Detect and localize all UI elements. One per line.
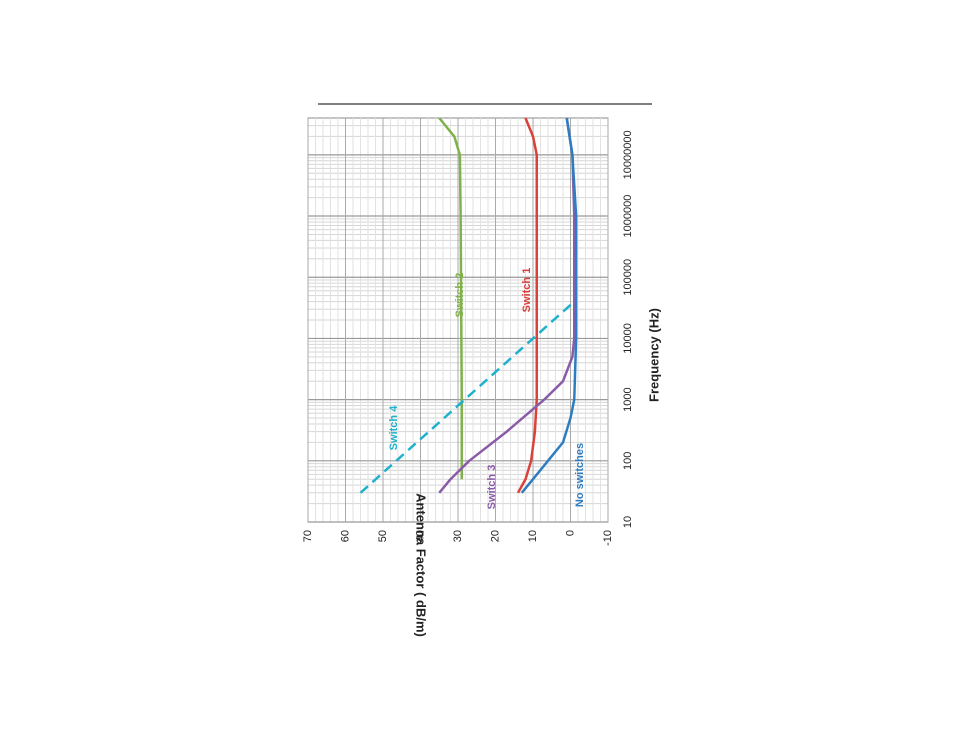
y-tick-label: 70 [302, 530, 314, 542]
x-tick-label: 1000 [622, 387, 634, 411]
series-label: No switches [574, 443, 586, 507]
y-tick-label: 0 [564, 530, 576, 536]
x-tick-label: 10000 [622, 323, 634, 354]
x-tick-label: 1000000 [622, 195, 634, 238]
series-label: Switch 4 [388, 405, 400, 451]
x-tick-label: 10000000 [622, 130, 634, 179]
y-axis-title: Antenna Factor ( dB/m) [414, 493, 429, 637]
series-line [438, 117, 463, 480]
y-tick-label: -10 [602, 530, 614, 546]
y-tick-label: 50 [377, 530, 389, 542]
x-axis-title: Frequency (Hz) [646, 308, 661, 402]
rotated-plot: 10 100 1000 10000 100000 1000000 10000000 -10 0 1… [302, 117, 661, 637]
y-tick-label: 30 [452, 530, 464, 542]
series-label: Switch 3 [486, 465, 498, 510]
x-tick-label: 100 [622, 452, 634, 470]
series-line [520, 117, 578, 494]
series-line [438, 117, 576, 494]
y-tick-label: 10 [527, 530, 539, 542]
x-tick-label: 100000 [622, 259, 634, 296]
series-label: Switch 2 [454, 273, 466, 318]
x-tick-label: 10 [622, 516, 634, 528]
y-tick-label: 40 [414, 530, 426, 542]
series-label: Switch 1 [521, 268, 533, 313]
y-tick-label: 60 [339, 530, 351, 542]
series-line [516, 117, 538, 494]
y-tick-label: 20 [489, 530, 501, 542]
